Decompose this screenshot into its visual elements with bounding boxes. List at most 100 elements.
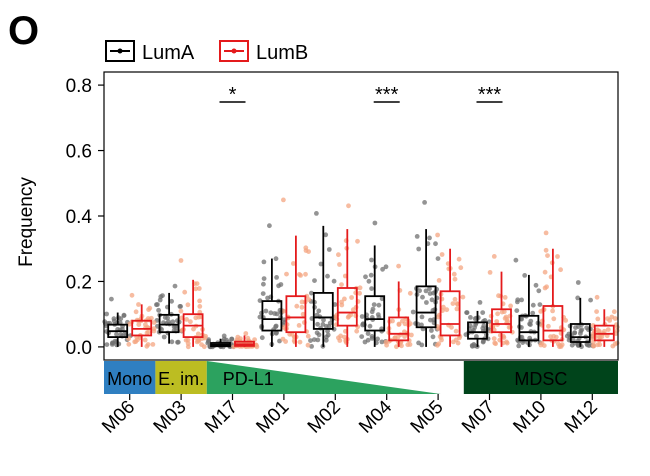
data-point-luma: [157, 297, 163, 303]
data-point-luma: [261, 276, 267, 281]
data-point-lumb: [409, 332, 414, 338]
data-point-luma: [536, 288, 542, 294]
legend-label-luma: LumA: [142, 42, 195, 64]
box-luma-m03: [158, 313, 180, 334]
data-point-lumb: [491, 254, 497, 259]
legend: LumA LumB: [105, 40, 308, 64]
data-point-luma: [369, 286, 374, 291]
data-point-lumb: [555, 341, 561, 347]
data-point-luma: [368, 272, 374, 278]
data-point-lumb: [505, 319, 510, 324]
data-point-lumb: [455, 340, 461, 346]
data-point-lumb: [452, 296, 458, 302]
data-point-luma: [315, 337, 321, 343]
data-point-lumb: [607, 318, 613, 323]
data-point-luma: [410, 309, 416, 315]
data-point-luma: [579, 327, 585, 333]
data-point-luma: [419, 322, 424, 328]
data-point-luma: [480, 339, 486, 345]
data-point-lumb: [348, 312, 354, 318]
data-point-lumb: [543, 247, 549, 253]
data-point-lumb: [144, 330, 150, 336]
group-pd-l1: [206, 361, 441, 394]
data-point-lumb: [502, 295, 508, 300]
data-point-luma: [363, 274, 368, 280]
data-point-luma: [528, 322, 533, 327]
x-tick-label-m03: M03: [150, 397, 191, 438]
data-point-luma: [530, 302, 536, 308]
data-point-luma: [265, 295, 270, 301]
data-point-lumb: [144, 343, 150, 349]
data-point-luma: [359, 334, 365, 339]
data-point-luma: [429, 328, 434, 333]
data-point-luma: [172, 283, 178, 289]
data-point-luma: [519, 334, 525, 340]
data-point-lumb: [299, 304, 305, 310]
data-point-lumb: [291, 261, 296, 266]
data-point-lumb: [453, 328, 459, 334]
x-tick-label-m10: M10: [509, 397, 550, 438]
data-point-lumb: [303, 245, 309, 251]
data-point-lumb: [407, 342, 413, 347]
data-point-lumb: [339, 302, 345, 308]
data-point-lumb: [493, 341, 498, 347]
data-point-lumb: [357, 285, 363, 291]
data-point-lumb: [194, 281, 200, 286]
data-point-lumb: [551, 316, 557, 322]
data-point-luma: [316, 308, 322, 314]
data-point-lumb: [612, 316, 618, 321]
data-point-luma: [365, 331, 371, 336]
data-point-lumb: [594, 294, 600, 300]
data-point-luma: [414, 234, 420, 239]
data-points: [102, 197, 620, 350]
data-point-luma: [423, 288, 429, 294]
data-point-lumb: [501, 309, 507, 315]
significance-stars: *: [229, 84, 237, 106]
box-lumb-m07: [491, 308, 512, 334]
data-point-luma: [316, 332, 322, 338]
data-point-lumb: [491, 336, 497, 341]
data-point-luma: [527, 335, 533, 341]
data-point-lumb: [541, 343, 547, 348]
data-point-lumb: [287, 331, 293, 337]
data-point-luma: [332, 302, 338, 307]
box-lumb-m04: [388, 316, 410, 342]
data-point-luma: [584, 325, 590, 331]
data-point-lumb: [339, 282, 344, 287]
data-point-luma: [102, 319, 108, 325]
data-point-luma: [260, 291, 266, 296]
box-lumb-m10: [542, 305, 564, 342]
data-point-lumb: [191, 326, 196, 332]
data-point-luma: [416, 340, 421, 346]
data-point-lumb: [238, 336, 243, 341]
plot-frame: [103, 71, 619, 361]
data-point-luma: [519, 297, 524, 303]
data-point-lumb: [436, 278, 442, 283]
data-point-luma: [371, 302, 377, 307]
data-point-lumb: [591, 343, 596, 348]
data-point-luma: [154, 302, 159, 308]
significance-stars: ***: [478, 84, 502, 106]
data-point-luma: [537, 302, 543, 307]
data-point-lumb: [435, 342, 440, 348]
data-point-lumb: [610, 343, 616, 349]
data-point-luma: [575, 280, 581, 285]
group-mdsc: [463, 361, 618, 394]
data-point-luma: [573, 325, 578, 330]
data-point-lumb: [132, 339, 138, 345]
data-point-lumb: [300, 311, 306, 317]
x-tick-label-m04: M04: [355, 396, 396, 437]
data-point-luma: [169, 298, 175, 304]
x-tick-label-m12: M12: [561, 397, 602, 438]
data-point-luma: [578, 331, 583, 336]
data-point-luma: [533, 282, 539, 288]
box-lumb-m02: [336, 287, 358, 327]
data-point-lumb: [508, 303, 513, 309]
y-axis-label: Frequency: [16, 177, 37, 267]
data-point-lumb: [396, 263, 401, 269]
data-point-luma: [520, 340, 526, 345]
legend-label-lumb: LumB: [256, 42, 308, 64]
data-point-luma: [572, 330, 578, 335]
data-point-lumb: [305, 342, 311, 348]
data-point-lumb: [126, 341, 132, 347]
